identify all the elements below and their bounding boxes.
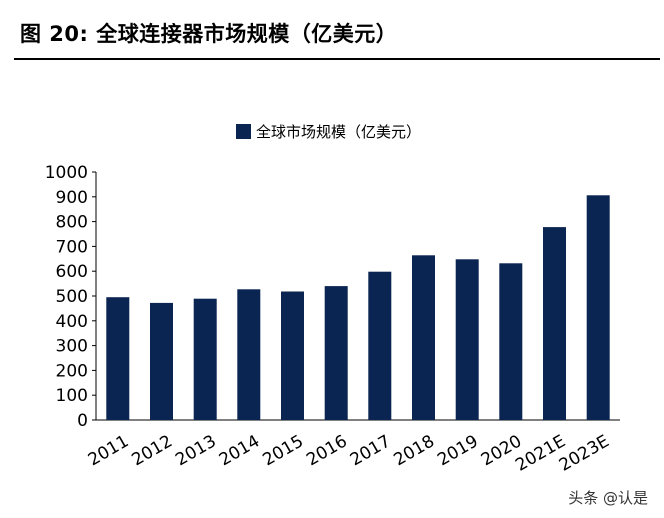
x-tick-label: 2021E <box>512 431 569 475</box>
figure-title: 图 20: 全球连接器市场规模（亿美元） <box>20 22 398 46</box>
bar <box>237 289 261 420</box>
title-divider <box>14 58 660 60</box>
bar <box>281 291 304 420</box>
figure-header: 图 20: 全球连接器市场规模（亿美元） <box>0 0 664 60</box>
bar <box>412 255 435 420</box>
y-tick-label: 300 <box>56 337 88 357</box>
y-tick-label: 0 <box>77 411 88 431</box>
bar <box>368 271 392 420</box>
bar <box>193 298 217 420</box>
x-tick-label: 2016 <box>303 431 350 470</box>
bar <box>499 263 523 420</box>
watermark: 头条 @认是 <box>568 489 648 507</box>
x-tick-label: 2019 <box>434 431 481 470</box>
y-tick-label: 800 <box>56 213 88 233</box>
y-tick-label: 500 <box>56 287 88 307</box>
legend-label: 全球市场规模（亿美元） <box>256 123 421 141</box>
bar <box>150 302 173 420</box>
x-tick-label: 2013 <box>172 431 219 470</box>
bar <box>586 195 610 420</box>
legend-swatch <box>236 124 251 139</box>
legend: 全球市场规模（亿美元） <box>236 123 421 141</box>
y-tick-label: 100 <box>56 386 88 406</box>
y-tick-label: 700 <box>56 237 88 257</box>
y-tick-label: 400 <box>56 312 88 332</box>
y-tick-label: 600 <box>56 262 88 282</box>
x-tick-label: 2018 <box>391 431 438 470</box>
y-tick-label: 900 <box>56 188 88 208</box>
bar <box>543 227 566 420</box>
x-tick-label: 2014 <box>216 431 263 470</box>
bar <box>106 297 130 420</box>
bar <box>324 286 348 420</box>
x-tick-label: 2015 <box>260 431 307 470</box>
x-tick-label: 2011 <box>85 431 132 470</box>
x-tick-label: 2017 <box>347 431 394 470</box>
y-tick-label: 200 <box>56 361 88 381</box>
y-tick-label: 1000 <box>45 163 88 183</box>
x-tick-label: 2012 <box>129 431 176 470</box>
bar <box>455 259 479 420</box>
x-tick-label: 2023E <box>556 431 613 475</box>
